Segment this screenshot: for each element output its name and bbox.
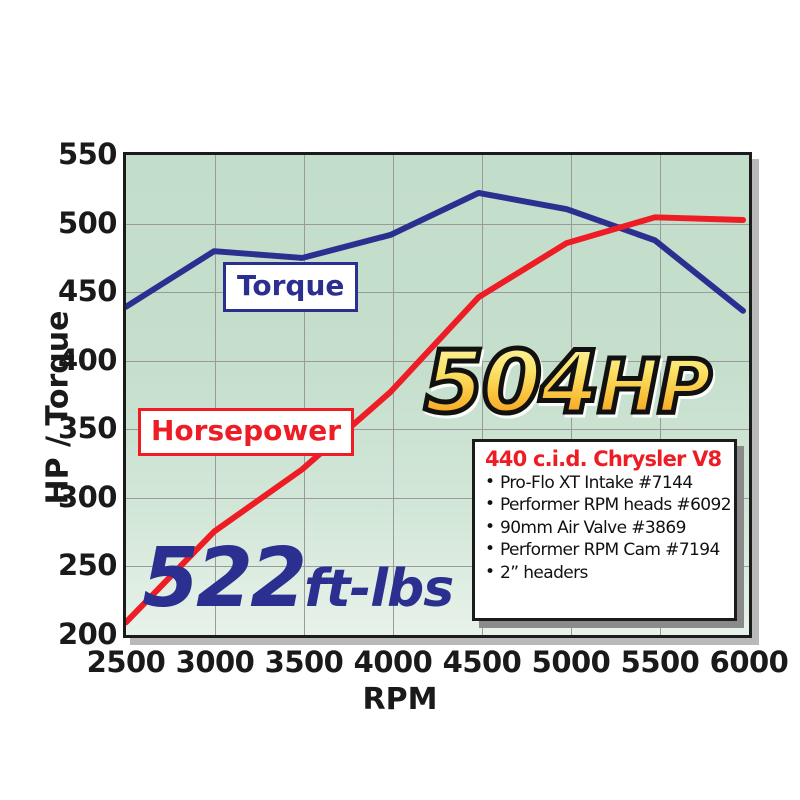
y-tick-label: 550 xyxy=(57,137,118,171)
gridline-vertical xyxy=(571,155,572,635)
x-tick-label: 3000 xyxy=(175,645,255,679)
y-tick-label: 400 xyxy=(57,342,118,377)
x-tick-label: 5000 xyxy=(531,645,611,679)
x-axis-title: RPM xyxy=(362,682,438,717)
series-label-torque: Torque xyxy=(223,262,359,312)
gridline-horizontal xyxy=(126,360,749,362)
y-tick-label: 300 xyxy=(57,479,118,514)
peak-torque-callout: 522ft-lbs xyxy=(142,538,454,620)
gridline-vertical xyxy=(304,155,305,635)
x-tick-label: 5500 xyxy=(620,645,700,679)
gridline-horizontal xyxy=(126,566,749,568)
spec-list-item: Pro-Flo XT Intake #7144 xyxy=(485,471,726,494)
y-tick-label: 350 xyxy=(57,411,118,446)
y-axis-title: HP / Torque xyxy=(40,310,76,505)
series-label-horsepower: Horsepower xyxy=(138,408,355,456)
gridline-vertical xyxy=(393,155,394,635)
x-tick-label: 3500 xyxy=(264,645,344,679)
gridline-horizontal xyxy=(126,292,749,294)
x-tick-label: 4000 xyxy=(353,645,433,679)
x-tick-label: 2500 xyxy=(86,645,166,679)
x-tick-label: 6000 xyxy=(709,645,789,679)
y-tick-label: 500 xyxy=(57,205,118,240)
spec-box-title: 440 c.i.d. Chrysler V8 xyxy=(485,447,722,471)
spec-box-list: Pro-Flo XT Intake #7144Performer RPM hea… xyxy=(485,471,732,584)
curve-horsepower xyxy=(126,214,747,626)
x-tick-label: 4500 xyxy=(442,645,522,679)
y-tick-label: 250 xyxy=(57,548,118,583)
peak-torque-unit: ft-lbs xyxy=(304,559,454,619)
series-curves xyxy=(126,189,747,626)
gridline-vertical xyxy=(215,155,216,635)
gridline-horizontal xyxy=(126,497,749,499)
peak-hp-callout: 504HP xyxy=(422,338,715,429)
y-tick-label: 200 xyxy=(57,617,118,651)
spec-list-item: 2” headers xyxy=(485,561,726,584)
y-tick-label: 450 xyxy=(57,274,118,309)
gridline-vertical xyxy=(660,155,661,635)
gridline-horizontal xyxy=(126,429,749,431)
gridline-vertical xyxy=(749,155,750,635)
gridlines xyxy=(126,155,749,635)
spec-list-item: 90mm Air Valve #3869 xyxy=(485,516,726,539)
curve-torque xyxy=(126,189,747,314)
y-axis-tick-labels: 200 250 300 350 400 450 500 550 xyxy=(25,0,118,800)
peak-torque-value: 522 xyxy=(142,531,307,626)
spec-list-item: Performer RPM heads #6092 xyxy=(485,493,732,516)
peak-hp-unit: HP xyxy=(595,344,714,430)
engine-spec-box: 440 c.i.d. Chrysler V8 Pro-Flo XT Intake… xyxy=(472,439,737,621)
peak-hp-value: 504 xyxy=(422,333,603,433)
gridline-horizontal xyxy=(126,223,749,225)
gridline-vertical xyxy=(482,155,483,635)
spec-list-item: Performer RPM Cam #7194 xyxy=(485,538,726,561)
